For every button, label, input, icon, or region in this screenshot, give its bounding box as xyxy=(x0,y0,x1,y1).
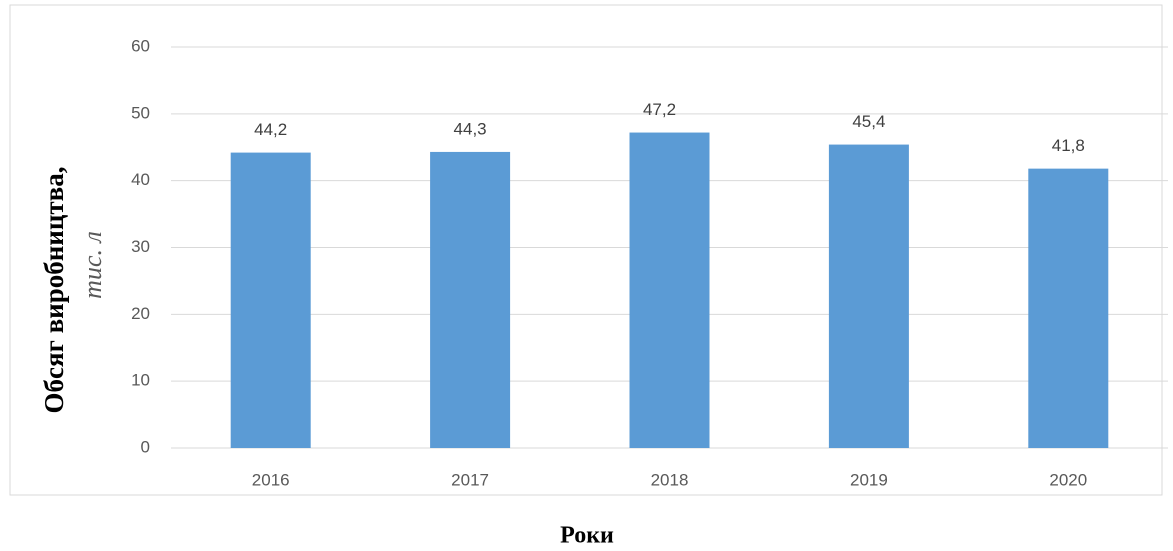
y-tick-label: 10 xyxy=(131,371,150,390)
x-tick-label: 2019 xyxy=(850,470,888,489)
y-tick-label: 50 xyxy=(131,103,150,122)
y-tick-label: 30 xyxy=(131,237,150,256)
y-axis-unit: тис. л xyxy=(78,231,107,299)
data-label: 47,2 xyxy=(643,100,676,119)
x-tick-label: 2020 xyxy=(1049,470,1087,489)
bar xyxy=(430,151,511,448)
y-tick-label: 60 xyxy=(131,36,150,55)
x-tick-label: 2016 xyxy=(252,470,290,489)
y-axis-label: Обсяг виробництва, xyxy=(39,166,69,413)
bar xyxy=(1028,168,1109,449)
x-tick-label: 2017 xyxy=(451,470,489,489)
chart-border xyxy=(9,4,1163,496)
y-tick-label: 0 xyxy=(141,437,150,456)
data-label: 41,8 xyxy=(1052,136,1085,155)
data-label: 45,4 xyxy=(852,112,885,131)
data-label: 44,3 xyxy=(454,119,487,138)
y-tick-label: 40 xyxy=(131,170,150,189)
y-tick-label: 20 xyxy=(131,304,150,323)
bar xyxy=(230,152,311,448)
data-label: 44,2 xyxy=(254,120,287,139)
x-axis-label: Роки xyxy=(560,523,614,549)
x-tick-label: 2018 xyxy=(651,470,689,489)
bar xyxy=(629,132,710,448)
bar xyxy=(828,144,909,448)
